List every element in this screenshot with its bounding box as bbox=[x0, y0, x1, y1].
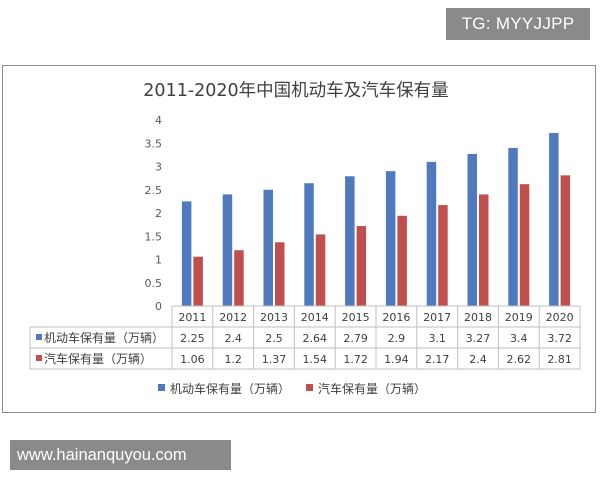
x-tick-label: 2011 bbox=[178, 311, 206, 324]
bar-series-1 bbox=[222, 194, 233, 306]
data-label: 1.94 bbox=[384, 353, 409, 366]
x-tick-label: 2012 bbox=[219, 311, 247, 324]
y-tick-label: 1.5 bbox=[145, 230, 163, 243]
legend-swatch-2 bbox=[306, 384, 313, 391]
y-tick-label: 2 bbox=[155, 207, 162, 220]
legend-label: 汽车保有量（万辆） bbox=[318, 381, 426, 396]
table-legend-key-1 bbox=[36, 334, 42, 340]
data-label: 1.2 bbox=[224, 353, 242, 366]
bar-series-1 bbox=[426, 161, 437, 306]
data-label: 2.4 bbox=[469, 353, 487, 366]
y-tick-label: 0 bbox=[155, 300, 162, 313]
data-label: 2.17 bbox=[425, 353, 450, 366]
bar-series-1 bbox=[181, 201, 192, 306]
data-label: 2.5 bbox=[265, 332, 283, 345]
bar-series-1 bbox=[508, 147, 518, 306]
bar-series-2 bbox=[315, 234, 326, 306]
legend-swatch-1 bbox=[158, 384, 165, 391]
table-series-name: 机动车保有量（万辆） bbox=[44, 330, 164, 345]
x-tick-label: 2020 bbox=[546, 311, 574, 324]
table-series-name: 汽车保有量（万辆） bbox=[44, 351, 152, 366]
data-label: 3.4 bbox=[510, 332, 528, 345]
data-label: 2.9 bbox=[388, 332, 406, 345]
x-tick-label: 2014 bbox=[301, 311, 329, 324]
bar-series-2 bbox=[234, 250, 244, 306]
watermark-bottom: www.hainanquyou.com bbox=[10, 440, 231, 470]
bar-series-2 bbox=[356, 226, 367, 306]
bar-series-1 bbox=[345, 176, 355, 306]
y-tick-label: 3 bbox=[155, 161, 162, 174]
bar-series-2 bbox=[519, 184, 530, 306]
chart-frame bbox=[2, 65, 596, 413]
y-tick-label: 3.5 bbox=[145, 137, 163, 150]
bar-series-1 bbox=[385, 171, 396, 306]
chart-title: 2011-2020年中国机动车及汽车保有量 bbox=[143, 81, 448, 101]
legend-label: 机动车保有量（万辆） bbox=[170, 381, 290, 396]
x-tick-label: 2013 bbox=[260, 311, 288, 324]
y-tick-label: 0.5 bbox=[145, 277, 163, 290]
data-label: 2.81 bbox=[547, 353, 572, 366]
bar-series-1 bbox=[263, 189, 273, 306]
data-label: 2.64 bbox=[303, 332, 328, 345]
bar-series-2 bbox=[275, 242, 285, 306]
bar-series-1 bbox=[304, 183, 314, 306]
bar-series-1 bbox=[467, 153, 477, 306]
data-label: 3.72 bbox=[547, 332, 572, 345]
y-tick-label: 4 bbox=[155, 114, 162, 127]
y-tick-label: 2.5 bbox=[145, 184, 163, 197]
data-label: 1.54 bbox=[303, 353, 328, 366]
bar-series-1 bbox=[549, 133, 559, 306]
y-tick-label: 1 bbox=[155, 254, 162, 267]
x-tick-label: 2015 bbox=[342, 311, 370, 324]
data-label: 1.06 bbox=[180, 353, 205, 366]
bar-series-2 bbox=[193, 256, 203, 306]
data-label: 3.1 bbox=[428, 332, 446, 345]
bar-series-2 bbox=[397, 215, 407, 306]
x-tick-label: 2019 bbox=[505, 311, 533, 324]
data-label: 3.27 bbox=[466, 332, 491, 345]
bar-series-2 bbox=[560, 175, 571, 306]
x-tick-label: 2018 bbox=[464, 311, 492, 324]
data-label: 1.72 bbox=[343, 353, 368, 366]
bar-series-2 bbox=[438, 205, 448, 306]
data-label: 1.37 bbox=[262, 353, 287, 366]
data-label: 2.25 bbox=[180, 332, 205, 345]
data-label: 2.4 bbox=[224, 332, 242, 345]
table-legend-key-2 bbox=[36, 355, 42, 361]
x-tick-label: 2017 bbox=[423, 311, 451, 324]
x-tick-label: 2016 bbox=[382, 311, 410, 324]
watermark-top: TG: MYYJJPP bbox=[446, 8, 590, 40]
bar-series-2 bbox=[479, 194, 489, 306]
data-label: 2.62 bbox=[507, 353, 532, 366]
data-label: 2.79 bbox=[343, 332, 368, 345]
